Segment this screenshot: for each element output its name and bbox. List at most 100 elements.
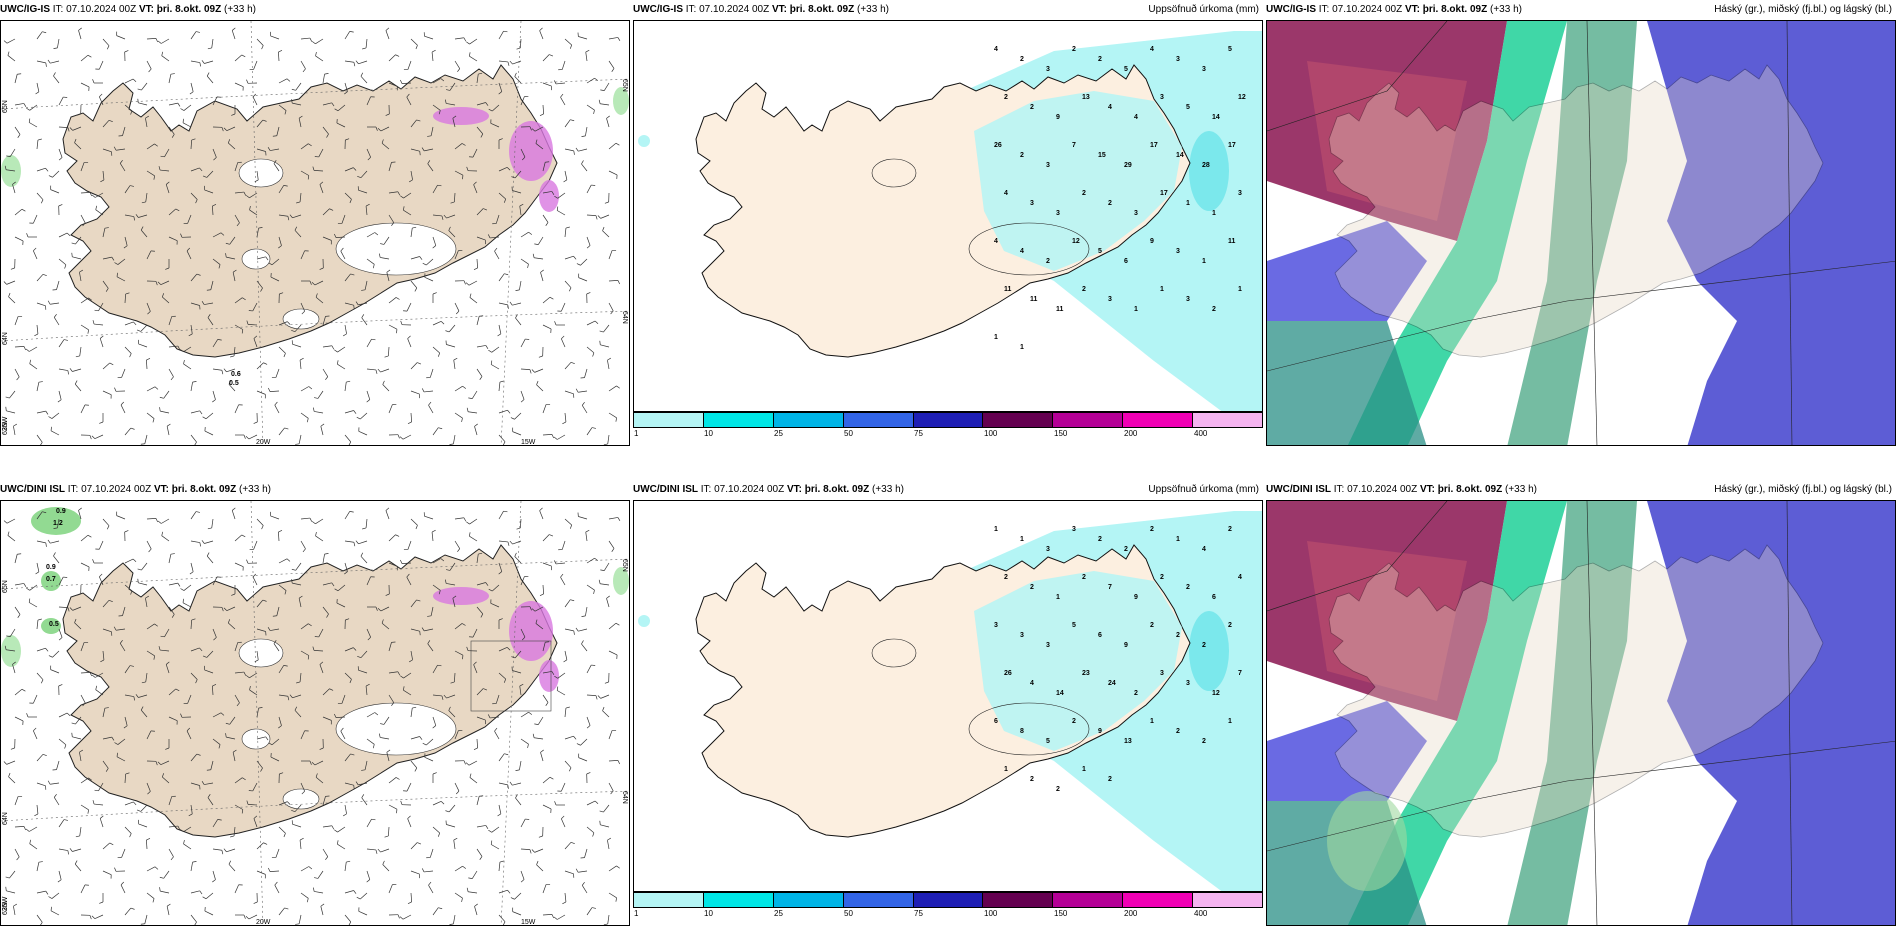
wind-barb-shaft [603,804,610,813]
wind-barb-flag [551,914,555,919]
wind-barb-flag [570,119,575,122]
wind-barb-shaft [29,843,38,850]
wind-barb-shaft [278,694,288,697]
wind-barb-flag [473,661,477,665]
wind-barb-shaft [36,672,44,680]
wind-barb-flag [535,619,538,624]
precip-value: 11 [1004,286,1012,293]
wind-barb-flag [137,568,142,571]
wind-barb-shaft [608,385,617,392]
wind-barb-flag [114,742,119,745]
wind-barb-flag [221,850,224,855]
wind-barb-flag [274,401,278,406]
wind-barb-shaft [146,730,152,740]
precip-value: 2 [1020,56,1024,63]
wind-barb-flag [124,50,129,53]
wind-barb-flag [249,685,251,691]
wind-barb-flag [445,569,451,571]
wind-barb-shaft [314,411,324,414]
wind-barb-shaft [102,650,105,660]
wind-barb-shaft [80,297,89,304]
wind-barb-flag [372,744,375,749]
wind-barb-flag [246,79,249,84]
wind-barb-shaft [428,885,434,894]
wind-barb-shaft [14,826,25,828]
wind-barb-flag [499,380,504,383]
wind-barb-shaft [490,603,500,608]
wind-barb-shaft [337,826,346,833]
wind-barb-shaft [315,535,324,542]
wind-barb-flag [450,201,455,204]
wind-barb-flag [17,134,21,138]
wind-barb-shaft [300,60,306,69]
wind-barb-flag [585,529,590,533]
panel-header: UWC/IG-IS IT: 07.10.2024 00Z VT: þri. 8.… [0,0,630,20]
iceland-landmass [62,544,558,838]
precip-value: 2 [1004,574,1008,581]
wind-barb-shaft [535,623,544,630]
wind-barb-shaft [534,848,544,853]
wind-barb-flag [13,903,18,907]
wind-barb-shaft [234,671,244,674]
wind-barb-shaft [51,412,60,419]
wind-barb-shaft [256,228,259,238]
wind-barb-shaft [492,104,500,112]
wind-barb-flag [17,553,22,555]
wind-barb-shaft [14,126,21,135]
wind-barb-shaft [146,623,155,630]
wind-barb-shaft [498,60,508,63]
wind-barb-flag [593,109,595,115]
wind-barb-flag [349,31,354,33]
wind-barb-flag [8,292,11,297]
wind-barb-shaft [586,694,597,696]
wind-barb-shaft [448,324,456,333]
wind-barb-shaft [366,819,372,828]
wind-barb-shaft [360,76,368,84]
wind-barb-shaft [586,716,591,726]
wind-barb-shaft [498,914,506,922]
wind-barb-shaft [278,801,288,806]
wind-barb-flag [152,898,155,903]
wind-barb-shaft [344,410,354,414]
wind-barb-flag [591,907,597,909]
wind-barb-flag [76,113,81,116]
colorbar-labels: 1 10 25 50 75 100 150 200 400 [633,908,1263,922]
precip-map-svg: 4232254335229134435141226237152917142817… [638,31,1262,411]
wind-barb-shaft [6,38,16,44]
wind-barb-flag [140,706,144,711]
wind-barb-flag [157,761,162,765]
wind-barb-shaft [534,368,544,373]
wind-barb-shaft [360,412,368,420]
wind-barb-shaft [206,75,214,84]
wind-barb-shaft [431,532,434,542]
precip-value: 3 [1134,210,1138,217]
wind-barb-shaft [278,236,282,246]
wind-barb-flag [130,110,133,115]
wind-barb-shaft [94,803,104,806]
wind-barb-flag [325,856,329,861]
wind-barb-shaft [29,363,38,370]
wind-barb-flag [432,772,437,775]
wind-barb-flag [53,552,56,557]
wind-barb-shaft [72,368,82,372]
init-label: IT: [700,484,712,495]
wind-barb-shaft [256,628,266,632]
wind-barb-flag [33,727,37,732]
wind-barb-shaft [578,628,588,632]
wind-barb-shaft [233,826,236,836]
wind-barb-flag [309,280,312,285]
precip-value: 6 [1212,594,1216,601]
glacier-vatnajokull [335,702,457,756]
grid-line [1267,21,1448,132]
wind-barb-flag [153,175,155,180]
value-label: 0.9 [46,564,56,571]
wind-barb-shaft [140,804,148,812]
wind-barb-flag [132,558,137,563]
wind-barb-flag [593,589,595,595]
wind-barb-shaft [403,192,412,199]
wind-barb-shaft [476,368,483,377]
iceland-outline [1328,544,1824,838]
wind-barb-shaft [53,317,60,326]
wind-barb-flag [616,865,620,869]
wind-barb-shaft [278,321,288,326]
